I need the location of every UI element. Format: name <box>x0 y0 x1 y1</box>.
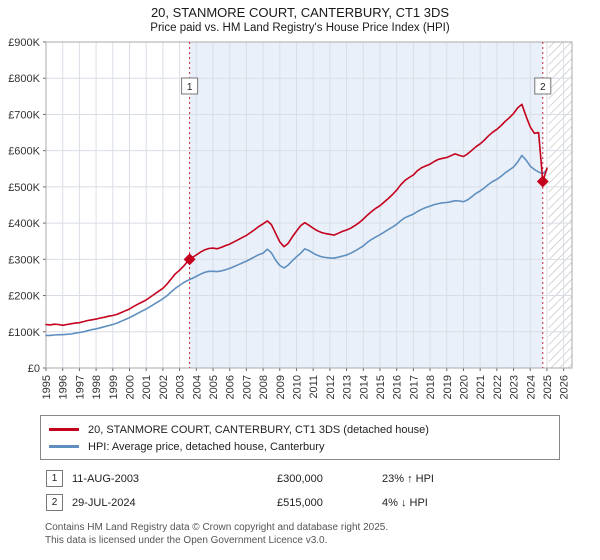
svg-text:2015: 2015 <box>375 375 387 399</box>
svg-text:2010: 2010 <box>291 375 303 399</box>
legend-label-price-paid: 20, STANMORE COURT, CANTERBURY, CT1 3DS … <box>88 423 429 436</box>
svg-text:1997: 1997 <box>74 375 86 399</box>
svg-text:2005: 2005 <box>208 375 220 399</box>
sale-annotations: 1 11-AUG-2003 £300,000 23% ↑ HPI 2 29-JU… <box>46 470 600 511</box>
svg-text:2008: 2008 <box>258 375 270 399</box>
chart-header: 20, STANMORE COURT, CANTERBURY, CT1 3DS … <box>0 5 600 36</box>
svg-text:2012: 2012 <box>325 375 337 399</box>
legend: 20, STANMORE COURT, CANTERBURY, CT1 3DS … <box>40 415 560 460</box>
svg-text:2004: 2004 <box>191 375 203 399</box>
svg-text:2011: 2011 <box>308 375 320 399</box>
sale-2-hpi-delta: 4% ↓ HPI <box>382 496 428 509</box>
price-paid-line-swatch <box>49 428 79 431</box>
sale-ref-box-1: 1 <box>46 470 63 487</box>
sale-2-price: £515,000 <box>277 496 323 509</box>
svg-text:1995: 1995 <box>41 375 53 399</box>
svg-text:£600K: £600K <box>8 146 40 158</box>
svg-text:2: 2 <box>540 82 546 93</box>
svg-text:£900K: £900K <box>8 37 40 49</box>
svg-text:2003: 2003 <box>175 375 187 399</box>
footer-line-1: Contains HM Land Registry data © Crown c… <box>45 522 389 533</box>
sale-row-2: 2 29-JUL-2024 £515,000 4% ↓ HPI <box>46 494 600 511</box>
svg-text:2020: 2020 <box>458 375 470 399</box>
svg-text:2016: 2016 <box>392 375 404 399</box>
sale-2-date: 29-JUL-2024 <box>72 496 136 509</box>
svg-text:£100K: £100K <box>8 327 40 339</box>
svg-text:2009: 2009 <box>275 375 287 399</box>
svg-text:£300K: £300K <box>8 254 40 266</box>
svg-text:£700K: £700K <box>8 109 40 121</box>
svg-text:2017: 2017 <box>408 375 420 399</box>
sale-1-hpi-delta: 23% ↑ HPI <box>382 472 434 485</box>
page-title: 20, STANMORE COURT, CANTERBURY, CT1 3DS <box>150 5 450 20</box>
svg-text:2006: 2006 <box>225 375 237 399</box>
svg-text:2025: 2025 <box>542 375 554 399</box>
sale-ref-box-2: 2 <box>46 494 63 511</box>
hpi-line-swatch <box>49 445 79 448</box>
legend-item-price-paid: 20, STANMORE COURT, CANTERBURY, CT1 3DS … <box>49 421 551 438</box>
svg-text:2001: 2001 <box>141 375 153 399</box>
svg-text:2014: 2014 <box>358 375 370 399</box>
svg-text:2000: 2000 <box>124 375 136 399</box>
svg-text:£400K: £400K <box>8 218 40 230</box>
sale-1-price: £300,000 <box>277 472 323 485</box>
svg-text:2002: 2002 <box>158 375 170 399</box>
svg-text:2026: 2026 <box>559 375 571 399</box>
svg-text:1996: 1996 <box>58 375 70 399</box>
sale-1-date: 11-AUG-2003 <box>72 472 140 485</box>
svg-text:1: 1 <box>187 82 193 93</box>
license-footer: Contains HM Land Registry data © Crown c… <box>45 521 600 547</box>
svg-text:2019: 2019 <box>442 375 454 399</box>
svg-text:1999: 1999 <box>108 375 120 399</box>
page-subtitle: Price paid vs. HM Land Registry's House … <box>150 22 450 34</box>
svg-text:£800K: £800K <box>8 73 40 85</box>
svg-text:2007: 2007 <box>241 375 253 399</box>
svg-text:2022: 2022 <box>492 375 504 399</box>
svg-text:2018: 2018 <box>425 375 437 399</box>
footer-line-2: This data is licensed under the Open Gov… <box>45 535 328 546</box>
price-history-chart: 1995 1996 1997 1998 1999 2000 2001 2002 2003 2004… <box>8 37 573 399</box>
svg-text:1998: 1998 <box>91 375 103 399</box>
svg-text:£0: £0 <box>28 363 40 375</box>
legend-label-hpi: HPI: Average price, detached house, Cant… <box>88 440 325 453</box>
svg-text:£500K: £500K <box>8 182 40 194</box>
legend-item-hpi: HPI: Average price, detached house, Cant… <box>49 438 551 455</box>
svg-text:2013: 2013 <box>342 375 354 399</box>
svg-text:2021: 2021 <box>475 375 487 399</box>
svg-text:2023: 2023 <box>509 375 521 399</box>
svg-text:£200K: £200K <box>8 291 40 303</box>
svg-text:2024: 2024 <box>525 375 537 399</box>
sale-row-1: 1 11-AUG-2003 £300,000 23% ↑ HPI <box>46 470 600 487</box>
